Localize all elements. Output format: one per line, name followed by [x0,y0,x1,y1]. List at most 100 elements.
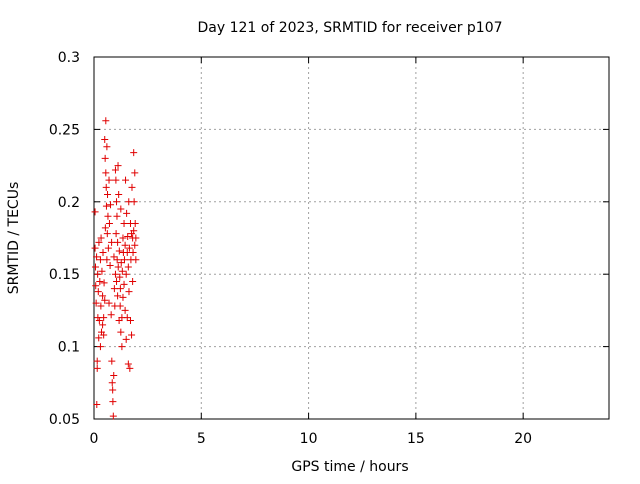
data-point [108,238,116,246]
data-point [123,209,131,217]
data-point [110,253,118,261]
data-point [122,335,130,343]
data-point [126,317,134,325]
data-point [113,277,121,285]
data-point [128,331,136,339]
data-point [114,238,122,246]
data-point [103,230,111,238]
data-point [102,183,110,191]
data-point [100,331,108,339]
y-tick-label: 0.1 [58,340,80,356]
data-point [108,357,116,365]
data-point [116,285,124,293]
data-point [113,198,121,206]
data-point [101,296,109,304]
data-point [108,379,116,387]
data-point [107,201,115,209]
data-point [128,183,136,191]
x-tick-label: 20 [514,431,532,447]
y-tick-label: 0.05 [49,412,80,428]
data-point [98,267,106,275]
x-tick-label: 10 [300,431,318,447]
data-point [106,262,114,270]
data-point [110,285,118,293]
data-point [96,256,104,264]
y-axis-label: SRMTID / TECUs [6,182,22,295]
data-point [96,277,104,285]
x-tick-label: 15 [407,431,425,447]
data-point [93,401,101,409]
data-point [99,292,107,300]
y-tick-label: 0.2 [58,195,80,211]
y-tick-label: 0.25 [49,122,80,138]
data-point [130,198,138,206]
data-point [120,280,128,288]
data-point [126,364,134,372]
data-point [103,256,111,264]
data-point [104,212,112,220]
data-point [111,270,119,278]
data-point [111,166,119,174]
data-point [109,412,117,420]
data-point [121,306,129,314]
data-point [102,169,110,177]
data-point [102,202,110,210]
data-point [124,233,132,241]
data-point [104,244,112,252]
data-point [109,386,117,394]
data-point [117,259,125,267]
data-point [95,334,103,342]
data-point [115,191,123,199]
data-point [113,256,121,264]
data-point [107,311,115,319]
data-point [96,343,104,351]
data-point [112,176,120,184]
data-point [119,234,127,242]
data-point [115,247,123,255]
data-point [92,282,100,290]
data-point [123,314,131,322]
data-point [93,364,101,372]
data-point [132,256,140,264]
data-point [93,357,101,365]
data-point [117,205,125,213]
axis-ticks [93,56,609,420]
data-point [105,299,113,307]
data-point [97,234,105,242]
tick-labels: 0 5 10 15 20 0.05 0.1 0.15 0.2 0.25 0.3 [49,50,532,447]
data-point [97,302,105,310]
data-point [105,220,113,228]
data-point [114,263,122,271]
chart-title: Day 121 of 2023, SRMTID for receiver p10… [197,20,502,36]
data-point [116,273,124,281]
data-point [103,143,111,151]
data-point [94,288,102,296]
data-point [129,248,137,256]
data-point [95,238,103,246]
data-point [118,343,126,351]
data-point [104,191,112,199]
data-point [113,212,121,220]
data-point [92,263,100,271]
y-tick-label: 0.3 [58,50,80,66]
data-point [102,117,110,125]
data-point [110,372,118,380]
data-point [124,360,132,368]
data-points [91,117,140,420]
y-tick-label: 0.15 [49,267,80,283]
grid-lines [94,57,609,419]
plot-frame [93,56,610,420]
data-point [100,314,108,322]
data-point [93,253,101,261]
data-point [121,241,129,249]
data-point [109,398,117,406]
data-point [95,317,103,325]
data-point [94,270,102,278]
data-point [112,230,120,238]
data-point [91,208,99,216]
data-point [122,270,130,278]
data-point [130,149,138,157]
data-point [122,176,130,184]
